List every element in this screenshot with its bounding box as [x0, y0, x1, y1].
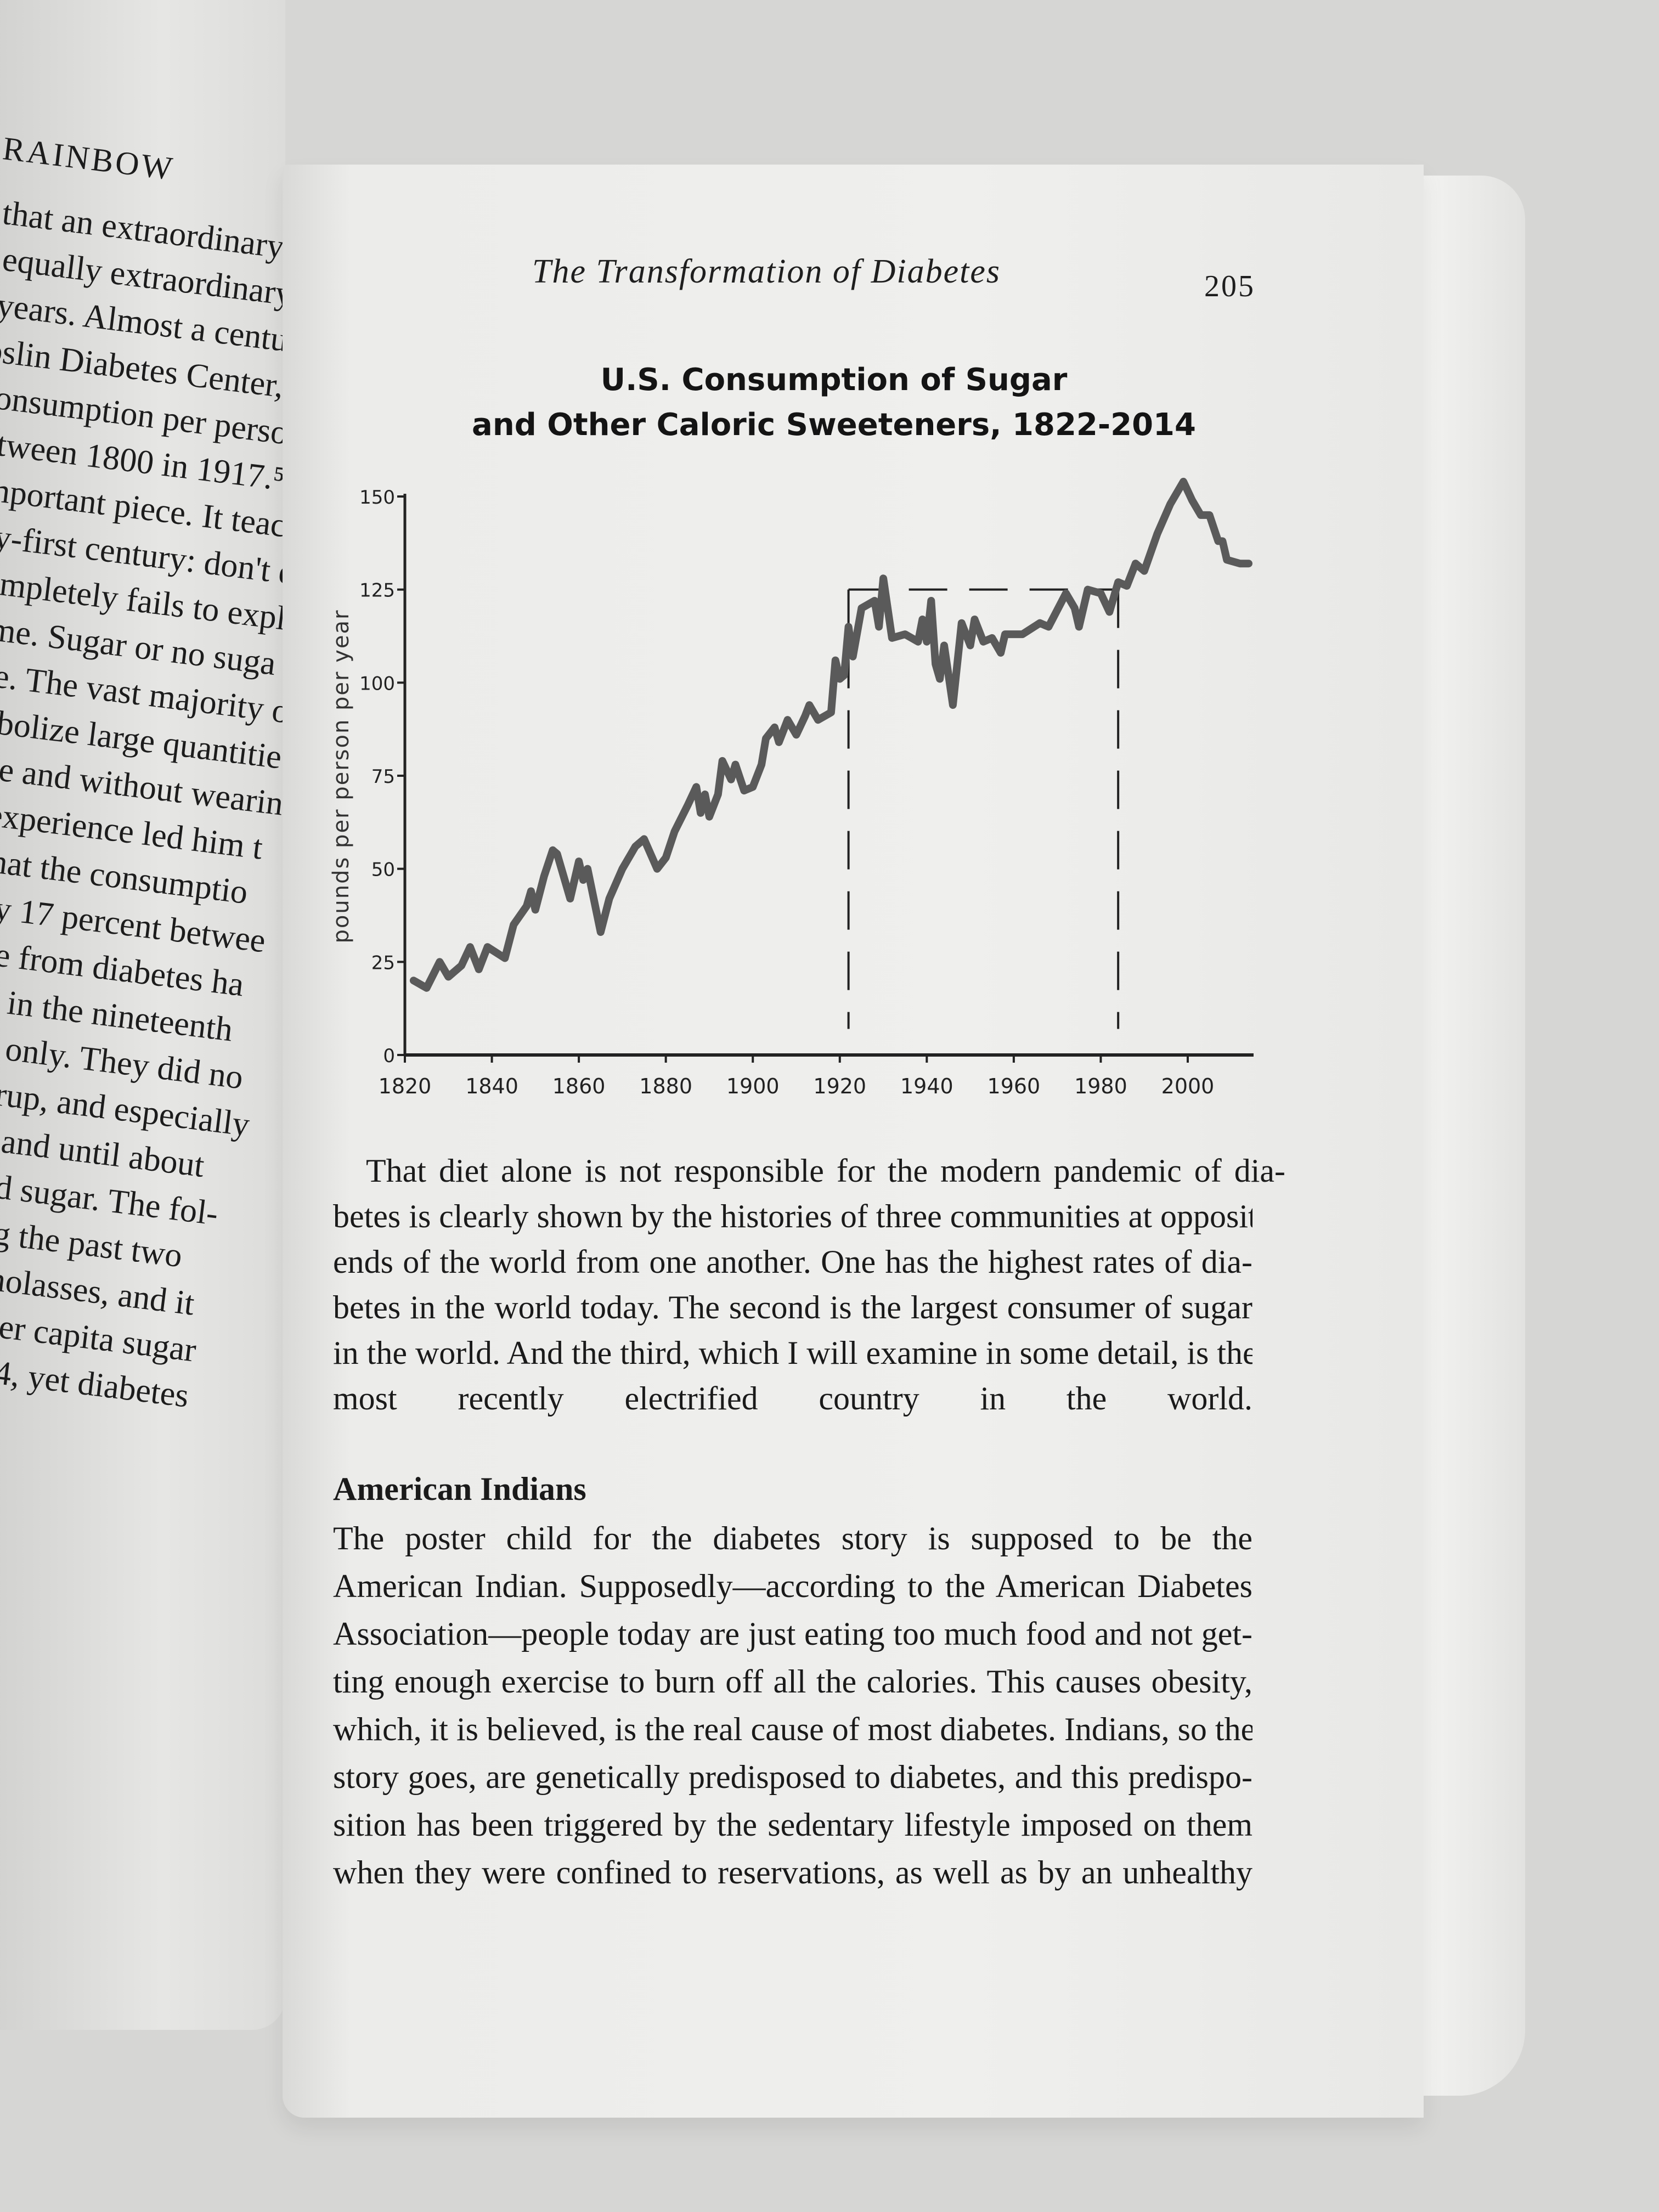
consumption-line — [409, 477, 1252, 992]
body-line: story goes, are genetically predisposed … — [333, 1759, 1252, 1795]
body-line: when they were confined to reservations,… — [333, 1854, 1252, 1891]
body-line: That diet alone is not responsible for t… — [366, 1153, 1285, 1189]
y-tick-label: 125 — [359, 580, 395, 602]
left-page: RAINBOW ut that an extraordinary rise in… — [0, 0, 285, 2030]
x-tick-label: 1840 — [465, 1074, 518, 1098]
y-tick-label: 25 — [371, 952, 395, 974]
right-page — [283, 165, 1424, 2118]
x-tick-label: 1880 — [639, 1074, 692, 1098]
body-line: betes in the world today. The second is … — [333, 1289, 1252, 1325]
running-head: The Transformation of Diabetes — [532, 253, 1001, 290]
body-line: ends of the world from one another. One … — [333, 1244, 1252, 1280]
y-tick-label: 150 — [359, 487, 395, 509]
y-tick-label: 0 — [383, 1045, 395, 1067]
x-tick-label: 1960 — [988, 1074, 1041, 1098]
x-tick-label: 1980 — [1074, 1074, 1127, 1098]
x-tick-label: 1900 — [726, 1074, 780, 1098]
body-line: which, it is believed, is the real cause… — [333, 1711, 1252, 1747]
body-line: most recently electrified country in the… — [333, 1380, 1252, 1417]
page-edge — [1415, 176, 1525, 2096]
y-tick-label: 100 — [359, 673, 395, 695]
section-heading: American Indians — [333, 1471, 586, 1507]
body-line: The poster child for the diabetes story … — [333, 1520, 1252, 1556]
y-axis-label: pounds per person per year — [329, 610, 354, 944]
y-tick-label: 50 — [371, 859, 395, 881]
page-number: 205 — [1204, 269, 1255, 303]
body-line: Association—people today are just eating… — [333, 1616, 1252, 1652]
body-line: sition has been triggered by the sedenta… — [333, 1807, 1252, 1843]
y-tick-label: 75 — [371, 766, 395, 788]
body-line: American Indian. Supposedly—according to… — [333, 1568, 1252, 1604]
x-tick-label: 1820 — [379, 1074, 432, 1098]
x-tick-label: 1940 — [900, 1074, 953, 1098]
body-line: betes is clearly shown by the histories … — [333, 1198, 1252, 1234]
x-tick-label: 1920 — [813, 1074, 866, 1098]
chart-title-line-2: and Other Caloric Sweeteners, 1822-2014 — [472, 407, 1196, 443]
x-tick-label: 2000 — [1161, 1074, 1215, 1098]
body-line: ting enough exercise to burn off all the… — [333, 1663, 1252, 1700]
body-line: in the world. And the third, which I wil… — [333, 1335, 1252, 1371]
chart-title-line-1: U.S. Consumption of Sugar — [600, 362, 1068, 398]
x-tick-label: 1860 — [552, 1074, 606, 1098]
